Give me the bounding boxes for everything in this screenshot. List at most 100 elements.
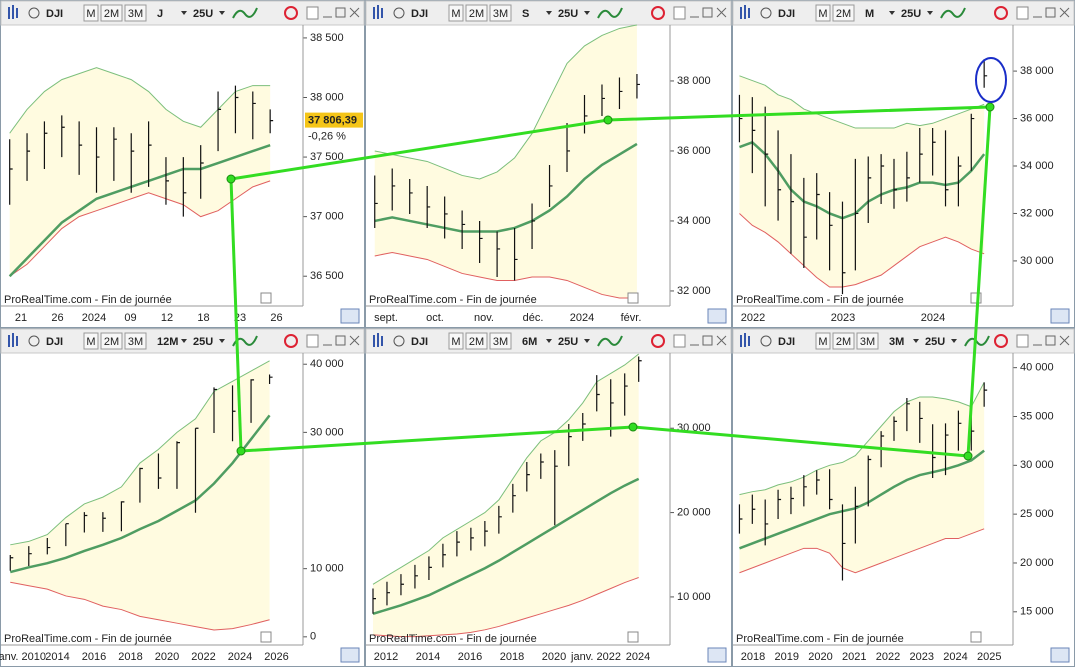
close-button[interactable] (349, 335, 360, 346)
timeframe-button[interactable] (832, 332, 855, 350)
timeframe-label[interactable]: 2M (104, 8, 119, 20)
units-select[interactable]: 25U (925, 336, 945, 348)
price-bar (372, 588, 376, 614)
price-bar (803, 177, 807, 269)
timeframe-label[interactable]: 2M (104, 336, 119, 348)
timeframe-label[interactable]: 2M (469, 336, 484, 348)
indicator-icon[interactable] (940, 7, 966, 19)
timeframe-label[interactable]: 3M (493, 336, 508, 348)
period-select[interactable]: J (157, 8, 163, 20)
maximize-button[interactable] (335, 335, 346, 346)
info-button[interactable] (1016, 334, 1029, 348)
period-select[interactable]: S (522, 8, 529, 20)
x-tick-label: janv. 2010 (0, 651, 46, 663)
timeframe-label[interactable]: M (451, 336, 460, 348)
close-button[interactable] (1059, 335, 1070, 346)
y-tick-label: 0 (310, 631, 316, 643)
timeframe-button[interactable] (448, 332, 464, 350)
price-bar (182, 157, 187, 217)
timeframe-label[interactable]: 3M (128, 336, 143, 348)
units-select[interactable]: 25U (193, 336, 213, 348)
info-box (260, 631, 272, 643)
timeframe-button[interactable] (100, 332, 123, 350)
timeframe-button[interactable] (856, 332, 879, 350)
info-button[interactable] (1016, 6, 1029, 20)
indicator-icon[interactable] (964, 335, 990, 347)
export-button[interactable] (340, 647, 360, 663)
maximize-button[interactable] (702, 7, 713, 18)
info-button[interactable] (306, 334, 319, 348)
refresh-icon[interactable] (651, 6, 665, 20)
x-tick-label: 2012 (374, 651, 398, 663)
export-button[interactable] (1050, 647, 1070, 663)
info-box (970, 292, 982, 304)
refresh-icon[interactable] (994, 334, 1008, 348)
timeframe-label[interactable]: 3M (860, 336, 875, 348)
price-bar (624, 373, 628, 416)
timeframe-button[interactable] (489, 4, 512, 22)
refresh-icon[interactable] (651, 334, 665, 348)
timeframe-button[interactable] (83, 4, 99, 22)
timeframe-button[interactable] (465, 4, 488, 22)
timeframe-label[interactable]: 2M (469, 8, 484, 20)
close-button[interactable] (716, 7, 727, 18)
refresh-icon[interactable] (284, 6, 298, 20)
export-button[interactable] (707, 647, 727, 663)
timeframe-button[interactable] (100, 4, 123, 22)
maximize-button[interactable] (702, 335, 713, 346)
timeframe-button[interactable] (124, 332, 147, 350)
price-label: 37 806,39 (308, 115, 357, 127)
timeframe-label[interactable]: M (86, 8, 95, 20)
timeframe-label[interactable]: 2M (836, 8, 851, 20)
timeframe-button[interactable] (465, 332, 488, 350)
x-tick-label: 2024 (570, 312, 594, 324)
units-select[interactable]: 25U (193, 8, 213, 20)
x-tick-label: 2024 (943, 651, 967, 663)
refresh-icon[interactable] (284, 334, 298, 348)
period-select[interactable]: 12M (157, 336, 178, 348)
timeframe-label[interactable]: 3M (128, 8, 143, 20)
band-upper (372, 353, 639, 585)
timeframe-button[interactable] (815, 332, 831, 350)
timeframe-button[interactable] (489, 332, 512, 350)
timeframe-label[interactable]: M (86, 336, 95, 348)
price-bar (957, 156, 962, 207)
timeframe-label[interactable]: M (818, 336, 827, 348)
x-tick-label: sept. (374, 312, 398, 324)
units-select[interactable]: 25U (558, 8, 578, 20)
timeframe-label[interactable]: 2M (836, 336, 851, 348)
export-button[interactable] (707, 308, 727, 324)
close-button[interactable] (1059, 7, 1070, 18)
timeframe-label[interactable]: 3M (493, 8, 508, 20)
timeframe-button[interactable] (124, 4, 147, 22)
units-select[interactable]: 25U (901, 8, 921, 20)
indicator-icon[interactable] (597, 335, 623, 347)
price-bar (157, 453, 162, 489)
indicator-icon[interactable] (597, 7, 623, 19)
info-button[interactable] (673, 334, 686, 348)
band-upper (9, 67, 271, 134)
timeframe-label[interactable]: M (451, 8, 460, 20)
units-select[interactable]: 25U (558, 336, 578, 348)
timeframe-button[interactable] (815, 4, 831, 22)
info-button[interactable] (673, 6, 686, 20)
timeframe-button[interactable] (832, 4, 855, 22)
close-button[interactable] (349, 7, 360, 18)
export-button[interactable] (340, 308, 360, 324)
maximize-button[interactable] (335, 7, 346, 18)
info-button[interactable] (306, 6, 319, 20)
period-select[interactable]: 3M (889, 336, 904, 348)
maximize-button[interactable] (1045, 7, 1056, 18)
timeframe-button[interactable] (448, 4, 464, 22)
dropdown-arrow (181, 11, 187, 15)
export-button[interactable] (1050, 308, 1070, 324)
x-tick-label: nov. (474, 312, 494, 324)
timeframe-label[interactable]: M (818, 8, 827, 20)
maximize-button[interactable] (1045, 335, 1056, 346)
refresh-icon[interactable] (994, 6, 1008, 20)
close-button[interactable] (716, 335, 727, 346)
indicator-icon[interactable] (232, 7, 258, 19)
period-select[interactable]: M (865, 8, 874, 20)
timeframe-button[interactable] (83, 332, 99, 350)
period-select[interactable]: 6M (522, 336, 537, 348)
